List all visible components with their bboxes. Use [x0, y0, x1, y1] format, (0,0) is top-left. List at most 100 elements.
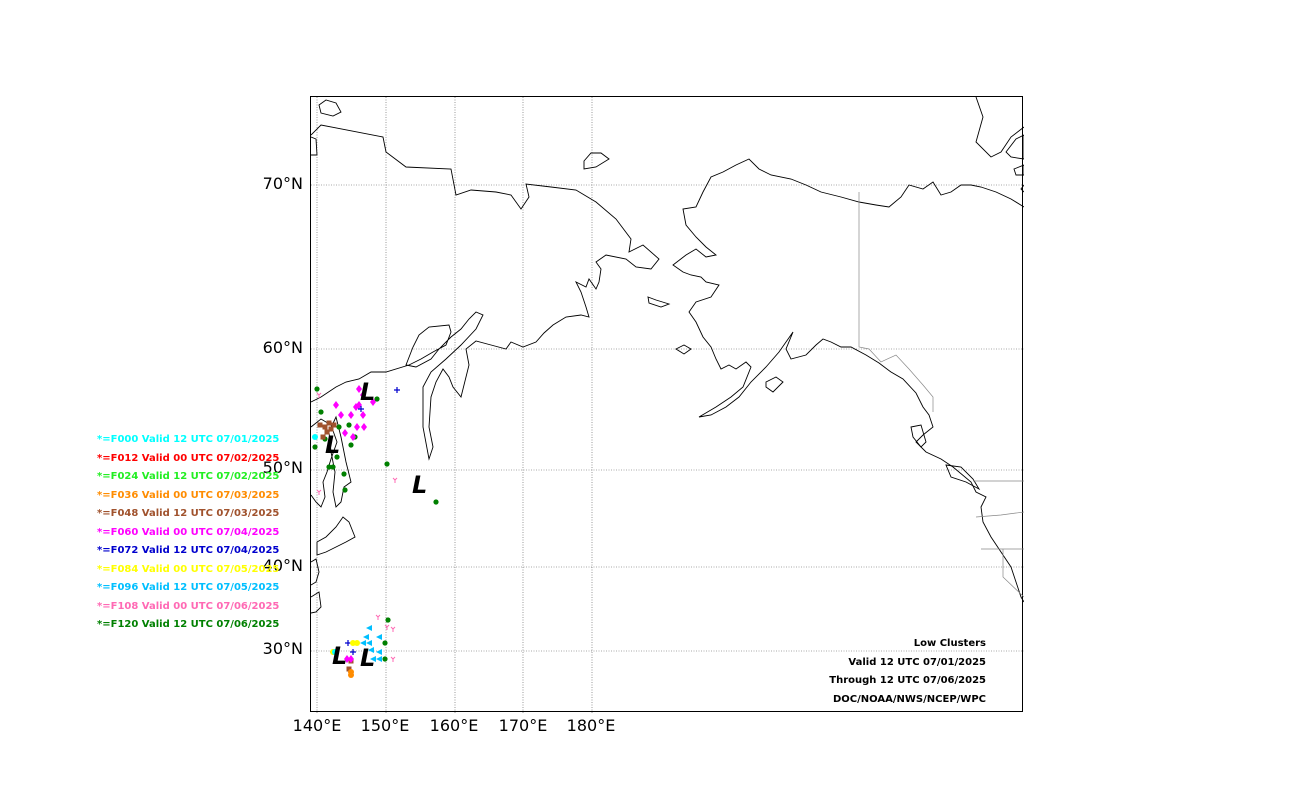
japan-north — [311, 558, 320, 586]
forecast-low-marker — [374, 396, 380, 402]
lat-label-50n: 50°N — [262, 458, 303, 477]
forecast-low-marker — [382, 656, 388, 662]
forecast-low-marker — [348, 411, 354, 419]
arctic-island-4 — [1020, 184, 1024, 193]
forecast-low-marker — [375, 614, 381, 620]
forecast-low-marker — [318, 409, 324, 415]
forecast-low-marker — [363, 634, 369, 640]
forecast-low-marker — [346, 666, 352, 672]
forecast-low-marker — [376, 634, 382, 640]
lat-label-70n: 70°N — [262, 174, 303, 193]
forecast-low-marker — [350, 649, 356, 655]
forecast-low-marker — [390, 626, 396, 632]
forecast-low-marker — [356, 385, 362, 393]
low-center-label: L — [325, 431, 340, 459]
coastlines — [311, 97, 1024, 614]
forecast-low-marker — [344, 655, 350, 663]
lon-label-180e: 180°E — [566, 716, 616, 735]
forecast-low-marker — [328, 426, 334, 432]
arctic-island-1 — [975, 97, 1024, 158]
legend-item-f048: *=F048 Valid 12 UTC 07/03/2025 — [97, 508, 280, 519]
state-border-1 — [975, 511, 1024, 518]
forecast-low-marker — [354, 640, 360, 646]
st-lawrence-island — [647, 296, 671, 308]
forecast-low-marker — [390, 656, 396, 662]
forecast-low-marker — [324, 429, 330, 435]
forecast-low-marker — [358, 406, 364, 412]
forecast-low-marker — [316, 489, 322, 495]
forecast-low-marker — [348, 442, 354, 448]
forecast-low-marker — [366, 625, 372, 631]
forecast-low-marker — [333, 401, 339, 409]
nunivak-island — [675, 344, 692, 355]
borders — [858, 192, 1024, 598]
forecast-low-marker — [332, 649, 338, 655]
forecast-low-marker — [370, 398, 376, 406]
forecast-low-marker — [368, 647, 374, 653]
forecast-low-marker — [331, 422, 337, 428]
forecast-low-marker — [392, 477, 398, 483]
lat-label-60n: 60°N — [262, 338, 303, 357]
forecast-low-marker — [385, 617, 391, 623]
legend-item-f000: *=F000 Valid 12 UTC 07/01/2025 — [97, 434, 280, 445]
island-w — [311, 136, 318, 156]
legend-item-f084: *=F084 Valid 00 UTC 07/05/2025 — [97, 564, 280, 575]
forecast-low-marker — [342, 429, 348, 437]
forecast-low-marker — [348, 669, 354, 675]
forecast-low-marker — [394, 387, 400, 393]
legend-item-f120: *=F120 Valid 12 UTC 07/06/2025 — [97, 619, 280, 630]
legend-item-f060: *=F060 Valid 00 UTC 07/04/2025 — [97, 527, 280, 538]
forecast-low-marker — [334, 454, 340, 460]
legend-item-f036: *=F036 Valid 00 UTC 07/03/2025 — [97, 490, 280, 501]
forecast-low-marker — [336, 424, 342, 430]
kodiak-island — [765, 376, 784, 393]
alaska-canada-border — [858, 192, 934, 412]
forecast-low-marker — [360, 640, 366, 646]
forecast-low-marker — [348, 655, 354, 663]
forecast-low-marker — [312, 434, 318, 440]
forecast-low-marker — [384, 461, 390, 467]
low-center-label: L — [332, 642, 347, 670]
lon-label-140e: 140°E — [292, 716, 342, 735]
forecast-low-marker — [314, 386, 320, 392]
forecast-low-marker — [366, 640, 372, 646]
forecast-low-marker — [350, 433, 356, 441]
island-se — [910, 424, 927, 448]
forecast-low-marker — [384, 624, 390, 630]
info-through: Through 12 UTC 07/06/2025 — [829, 675, 986, 686]
forecast-low-marker — [326, 464, 332, 470]
state-border-3 — [1002, 549, 1024, 598]
lat-label-30n: 30°N — [262, 639, 303, 658]
forecast-low-marker — [312, 444, 318, 450]
lon-label-170e: 170°E — [498, 716, 548, 735]
forecast-low-marker — [346, 422, 352, 428]
arctic-island-2 — [1005, 134, 1024, 160]
forecast-low-marker — [317, 422, 323, 428]
forecast-low-marker — [322, 424, 328, 430]
siberia-coast — [311, 124, 660, 461]
forecast-low-marker — [360, 391, 366, 399]
forecast-low-marker — [342, 487, 348, 493]
legend-item-f012: *=F012 Valid 00 UTC 07/02/2025 — [97, 453, 280, 464]
wrangel-island — [583, 152, 610, 170]
lon-label-150e: 150°E — [360, 716, 410, 735]
legend-item-f072: *=F072 Valid 12 UTC 07/04/2025 — [97, 545, 280, 556]
vancouver-island — [945, 464, 981, 491]
alaska-coast — [672, 158, 1024, 603]
forecast-low-marker — [361, 423, 367, 431]
low-center-label: L — [360, 644, 375, 672]
info-source: DOC/NOAA/NWS/NCEP/WPC — [833, 694, 986, 705]
japan-south — [311, 591, 322, 614]
forecast-low-marker — [338, 411, 344, 419]
legend-item-f108: *=F108 Valid 00 UTC 07/06/2025 — [97, 601, 280, 612]
japan-honshu — [316, 516, 356, 556]
arctic-island-3 — [1013, 164, 1024, 176]
lon-label-160e: 160°E — [429, 716, 479, 735]
forecast-low-marker — [433, 499, 439, 505]
forecast-low-marker — [382, 640, 388, 646]
forecast-low-marker — [320, 434, 326, 440]
forecast-low-marker — [326, 420, 332, 426]
lat-label-40n: 40°N — [262, 556, 303, 575]
forecast-low-marker — [316, 392, 322, 398]
